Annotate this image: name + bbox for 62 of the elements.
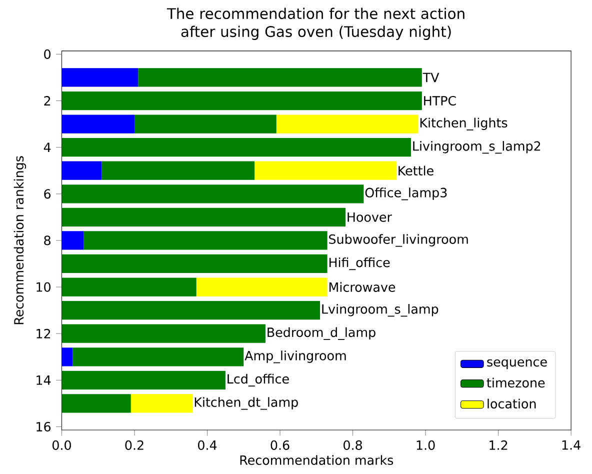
y-tick-label: 0 bbox=[44, 49, 50, 59]
x-tick-label: 0.0 bbox=[52, 440, 71, 450]
x-tick-label: 0.8 bbox=[344, 440, 362, 450]
annotation: Office_lamp3 bbox=[365, 188, 447, 200]
y-tick-label: 8 bbox=[44, 236, 50, 246]
bar bbox=[62, 91, 422, 110]
bar bbox=[138, 68, 422, 87]
bar bbox=[62, 254, 328, 274]
annotation: Subwoofer_livingroom bbox=[329, 234, 468, 247]
bar bbox=[62, 138, 411, 157]
bar bbox=[130, 394, 193, 413]
bar bbox=[254, 161, 396, 180]
y-tick-label: 12 bbox=[36, 328, 50, 338]
x-tick-label: 1.4 bbox=[562, 440, 580, 450]
bar bbox=[134, 114, 276, 134]
annotation: HTPC bbox=[424, 96, 456, 106]
bar bbox=[196, 278, 328, 296]
bar bbox=[276, 114, 418, 134]
bar bbox=[62, 161, 102, 180]
bar bbox=[62, 184, 364, 204]
y-tick-label: 14 bbox=[36, 376, 51, 385]
annotation: TV bbox=[422, 72, 440, 82]
bar bbox=[62, 208, 346, 226]
annotation: Bedroom_d_lamp bbox=[268, 327, 376, 340]
bar bbox=[62, 68, 138, 87]
bar bbox=[62, 348, 73, 366]
annotation: Hoover bbox=[348, 212, 392, 222]
annotation: Kettle bbox=[398, 166, 434, 176]
annotation: Hifi_office bbox=[329, 257, 390, 270]
y-tick-label: 10 bbox=[36, 282, 50, 292]
x-tick-label: 1.0 bbox=[416, 440, 435, 450]
legend-label: timezone bbox=[486, 378, 545, 388]
bar bbox=[62, 114, 135, 134]
annotation: Lcd_office bbox=[228, 374, 289, 386]
x-tick-label: 0.4 bbox=[198, 440, 217, 450]
chart-title: The recommendation for the next action after using Gas oven (Tuesday night) bbox=[166, 8, 464, 40]
bar bbox=[62, 300, 320, 320]
annotation: Lvingroom_s_lamp bbox=[322, 304, 438, 317]
annotation: Amp_livingroom bbox=[244, 350, 346, 364]
bar bbox=[62, 231, 84, 250]
bar bbox=[62, 394, 131, 413]
annotation: Kitchen_dt_lamp bbox=[194, 397, 298, 410]
y-tick-label: 4 bbox=[44, 142, 51, 152]
x-tick-label: 0.2 bbox=[125, 440, 144, 450]
bar bbox=[62, 370, 226, 390]
legend-label: sequence bbox=[487, 359, 547, 370]
y-axis-title: Recommendation rankings bbox=[14, 156, 26, 324]
bar bbox=[72, 348, 244, 366]
bar bbox=[102, 161, 255, 180]
bar bbox=[84, 231, 328, 250]
annotation: Microwave bbox=[329, 282, 396, 292]
x-axis-title: Recommendation marks bbox=[240, 455, 394, 465]
y-tick-label: 16 bbox=[36, 422, 51, 432]
annotation: Kitchen_lights bbox=[420, 118, 508, 130]
annotation: Livingroom_s_lamp2 bbox=[413, 141, 540, 154]
legend-label: location bbox=[488, 398, 536, 409]
bar bbox=[62, 324, 266, 343]
x-tick-label: 0.6 bbox=[270, 440, 290, 450]
bar bbox=[62, 278, 196, 296]
y-tick-label: 6 bbox=[44, 189, 51, 199]
x-tick-label: 1.2 bbox=[490, 440, 508, 450]
y-tick-label: 2 bbox=[44, 96, 50, 106]
